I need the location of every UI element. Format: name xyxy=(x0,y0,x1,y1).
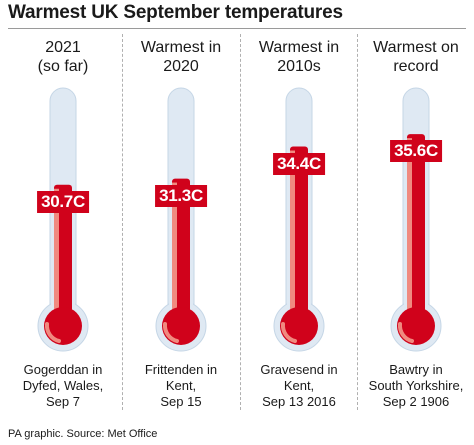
location-label: Gogerddan in Dyfed, Wales, Sep 7 xyxy=(4,362,122,410)
title-divider xyxy=(8,28,466,29)
thermometer-svg xyxy=(357,86,474,358)
location-label: Gravesend in Kent, Sep 13 2016 xyxy=(240,362,358,410)
source-credit: PA graphic. Source: Met Office xyxy=(8,428,157,440)
mercury-bulb xyxy=(44,307,82,345)
location-label: Bawtry in South Yorkshire, Sep 2 1906 xyxy=(357,362,474,410)
temperature-label: 30.7C xyxy=(37,191,89,213)
thermometer: 35.6C xyxy=(357,86,474,356)
mercury-bulb xyxy=(280,307,318,345)
mercury-bulb xyxy=(162,307,200,345)
mercury-highlight xyxy=(290,151,295,322)
thermometer: 30.7C xyxy=(4,86,122,356)
column-header: Warmest in 2010s xyxy=(240,38,358,76)
thermometer-svg xyxy=(240,86,358,358)
column-header: Warmest on record xyxy=(357,38,474,76)
column-header: Warmest in 2020 xyxy=(122,38,240,76)
column-2010s: Warmest in 2010s 34.4C Gravesend in Kent… xyxy=(240,34,358,414)
column-header: 2021 (so far) xyxy=(4,38,122,76)
thermometer: 31.3C xyxy=(122,86,240,356)
thermometer-svg xyxy=(122,86,240,358)
thermometer: 34.4C xyxy=(240,86,358,356)
column-record: Warmest on record 35.6C Bawtry in South … xyxy=(357,34,474,414)
thermometer-svg xyxy=(4,86,122,358)
temperature-label: 35.6C xyxy=(390,140,442,162)
chart-title: Warmest UK September temperatures xyxy=(8,2,343,24)
temperature-label: 34.4C xyxy=(273,153,325,175)
mercury-bulb xyxy=(397,307,435,345)
temperature-label: 31.3C xyxy=(155,185,207,207)
column-2020: Warmest in 2020 31.3C Frittenden in Kent… xyxy=(122,34,240,414)
location-label: Frittenden in Kent, Sep 15 xyxy=(122,362,240,410)
column-2021: 2021 (so far) 30.7C Gogerddan in Dyfed, … xyxy=(4,34,122,414)
mercury-highlight xyxy=(407,138,412,322)
